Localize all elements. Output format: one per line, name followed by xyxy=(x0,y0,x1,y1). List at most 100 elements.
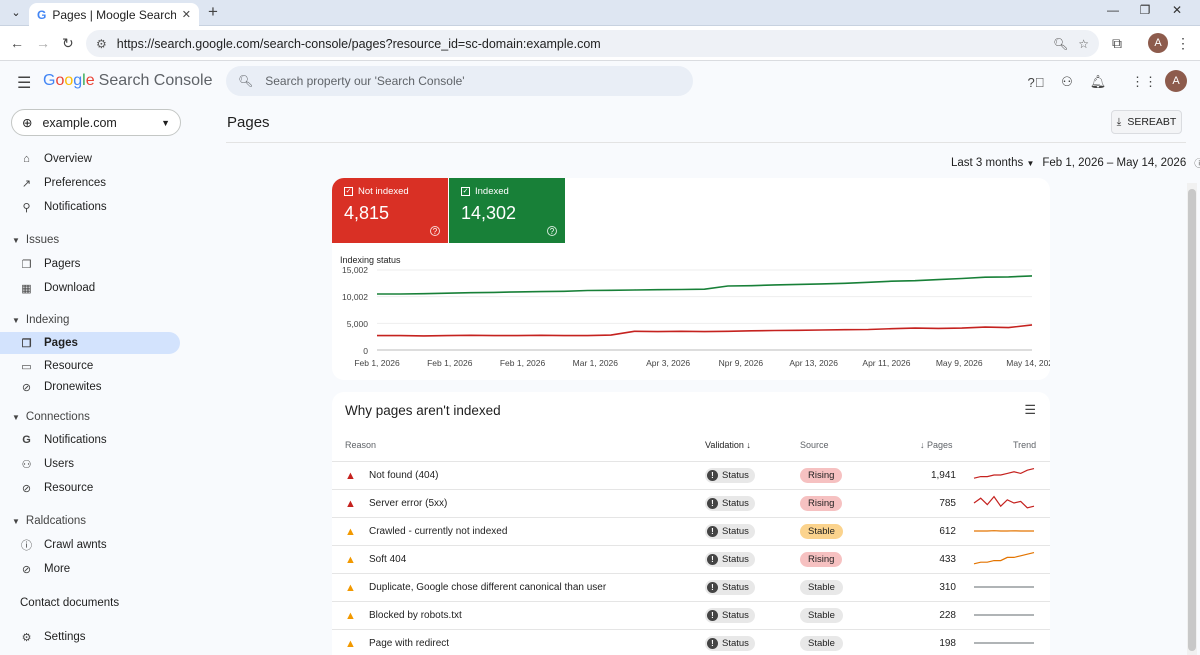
error-triangle-icon: ▲ xyxy=(345,470,356,482)
search-input[interactable]: 🔍︎ Search property our 'Search Console' xyxy=(226,66,693,96)
pages-count: 310 xyxy=(939,582,956,593)
account-avatar[interactable]: A xyxy=(1165,70,1187,92)
hamburger-menu-icon[interactable]: ☰ xyxy=(17,75,32,92)
col-header-pages[interactable]: ↓ Pages xyxy=(920,440,953,450)
sidebar-item-notifications[interactable]: ⚲ Notifications xyxy=(0,196,180,218)
info-icon: ⓘ xyxy=(21,540,32,552)
indexed-tile[interactable]: ✓ Indexed 14,302 ? xyxy=(449,178,565,243)
issues-table-card: Why pages aren't indexed ☰ Reason Valida… xyxy=(332,392,1050,655)
sidebar-item-resource-2[interactable]: ⊘ Resource xyxy=(21,482,94,495)
sidebar-item-crawl-awnts[interactable]: ⓘ Crawl awnts xyxy=(21,539,107,552)
sidebar-item-notifications-2[interactable]: G Notifications xyxy=(0,429,180,451)
section-issues[interactable]: ▼ Issues xyxy=(12,234,60,246)
tab-search-button[interactable]: ⌄ xyxy=(11,6,21,19)
search-console-logo[interactable]: Google Search Console xyxy=(43,72,213,89)
table-row[interactable]: ▲ Duplicate, Google chose different canon… xyxy=(332,573,1050,601)
section-raldcations[interactable]: ▼ Raldcations xyxy=(12,515,87,527)
sidebar-item-preferences[interactable]: ↗ Preferences xyxy=(21,177,107,190)
checkbox-icon[interactable]: ✓ xyxy=(461,187,470,196)
sidebar-item-users[interactable]: ⚇ Users xyxy=(21,458,75,471)
favicon-icon: G xyxy=(37,7,47,22)
chart-title: Indexing status xyxy=(340,255,401,265)
maximize-button[interactable]: ❐ xyxy=(1139,3,1151,17)
x-tick: Apr 3, 2026 xyxy=(646,358,691,368)
tab-title: Pages | Moogle Search Console xyxy=(52,7,176,22)
sidebar-item-more[interactable]: ⊘ More xyxy=(21,563,71,576)
range-selector[interactable]: Last 3 months ▼ xyxy=(951,156,1035,169)
notifications-bell-icon[interactable]: 🔔︎ xyxy=(1089,74,1107,89)
reload-icon[interactable]: ↻ xyxy=(62,35,74,51)
help-icon[interactable]: ? xyxy=(547,226,557,236)
not-indexed-tile[interactable]: ✓ Not indexed 4,815 ? xyxy=(332,178,448,243)
help-icon[interactable]: ? xyxy=(430,226,440,236)
extensions-icon[interactable]: ⧉ xyxy=(1112,35,1122,51)
property-selector[interactable]: ⊕ example.com ▼ xyxy=(11,109,181,136)
trend-sparkline xyxy=(974,614,1034,616)
source-badge: Stable xyxy=(800,608,843,623)
sidebar-item-pages[interactable]: ❐ Pages xyxy=(0,332,180,354)
sidebar-item-download[interactable]: ▦ Download xyxy=(21,282,96,295)
close-window-button[interactable]: ✕ xyxy=(1171,3,1183,17)
close-tab-icon[interactable]: ✕ xyxy=(181,9,191,21)
reason-text: Server error (5xx) xyxy=(369,498,448,509)
col-header-trend[interactable]: Trend xyxy=(1013,440,1037,450)
alert-icon: ! xyxy=(707,610,718,621)
section-connections[interactable]: ▼ Connections xyxy=(12,411,90,423)
table-row[interactable]: ▲ Page with redirect ! Status Stable 198 xyxy=(332,629,1050,655)
back-icon[interactable]: ← xyxy=(10,35,24,51)
forward-icon[interactable]: → xyxy=(36,35,50,51)
search-icon: 🔍︎ xyxy=(238,74,254,88)
sidebar-item-settings[interactable]: ⚙ Settings xyxy=(21,631,86,644)
trend-sparkline xyxy=(974,586,1034,588)
x-tick: May 9, 2026 xyxy=(935,358,983,368)
col-header-source[interactable]: Source xyxy=(800,440,829,450)
browser-menu-icon[interactable]: ⋮ xyxy=(1176,35,1190,51)
pages-count: 612 xyxy=(939,526,956,537)
validation-status-pill: ! Status xyxy=(705,524,755,539)
x-tick: Mar 1, 2026 xyxy=(572,358,619,368)
minimize-button[interactable]: — xyxy=(1107,3,1119,17)
zoom-icon[interactable]: 🔍︎ xyxy=(1053,36,1069,51)
pages-icon: ❐ xyxy=(21,258,32,271)
help-icon[interactable]: ⓘ xyxy=(1194,159,1200,170)
settings-users-icon[interactable]: ⚇ xyxy=(1061,74,1073,89)
browser-tab-strip: ⌄ G Pages | Moogle Search Console ✕ + — … xyxy=(0,0,1200,26)
contact-documents-link[interactable]: Contact documents xyxy=(20,597,120,609)
page-title: Pages xyxy=(227,114,270,131)
x-tick: Feb 1, 2026 xyxy=(499,358,546,368)
browser-tab[interactable]: G Pages | Moogle Search Console ✕ xyxy=(29,3,199,26)
sidebar-item-overview[interactable]: ⌂ Overview xyxy=(0,148,180,170)
table-row[interactable]: ▲ Crawled - currently not indexed ! Status S… xyxy=(332,517,1050,545)
scrollbar[interactable] xyxy=(1187,183,1197,655)
sidebar-item-dronewites[interactable]: ⊘ Dronewites xyxy=(21,381,102,394)
pages-count: 1,941 xyxy=(930,470,956,481)
filter-icon[interactable]: ☰ xyxy=(1024,402,1036,417)
help-icon[interactable]: ?⃝ xyxy=(1027,74,1045,90)
visibility-off-icon: ⊘ xyxy=(21,563,32,576)
table-row[interactable]: ▲ Soft 404 ! Status Rising 433 xyxy=(332,545,1050,573)
table-row[interactable]: ▲ Blocked by robots.txt ! Status Stable 228 xyxy=(332,601,1050,629)
trend-sparkline xyxy=(974,530,1034,532)
y-tick: 0 xyxy=(363,346,368,356)
date-range-text: Feb 1, 2026 – May 14, 2026 xyxy=(1042,156,1187,169)
url-field[interactable]: ⚙ https://search.google.com/search-conso… xyxy=(86,30,1099,57)
table-row[interactable]: ▲ Server error (5xx) ! Status Rising 785 xyxy=(332,489,1050,517)
bookmark-star-icon[interactable]: ☆ xyxy=(1078,36,1089,51)
apps-grid-icon[interactable]: ⋮⋮ xyxy=(1131,74,1157,89)
profile-avatar[interactable]: A xyxy=(1148,33,1168,53)
export-button[interactable]: ⤓ SEREABT xyxy=(1111,110,1182,134)
sidebar-item-pagers[interactable]: ❐ Pagers xyxy=(21,258,81,271)
new-tab-button[interactable]: + xyxy=(208,2,218,21)
alert-icon: ! xyxy=(707,470,718,481)
checkbox-icon[interactable]: ✓ xyxy=(344,187,353,196)
validation-status-pill: ! Status xyxy=(705,580,755,595)
trend-sparkline xyxy=(974,642,1034,644)
validation-status-pill: ! Status xyxy=(705,552,755,567)
col-header-validation[interactable]: Validation ↓ xyxy=(705,440,751,450)
table-row[interactable]: ▲ Not found (404) ! Status Rising 1,941 xyxy=(332,461,1050,489)
sidebar-item-resource[interactable]: ▭ Resource xyxy=(21,360,94,373)
col-header-reason[interactable]: Reason xyxy=(345,440,377,450)
section-indexing[interactable]: ▼ Indexing xyxy=(12,314,70,326)
site-settings-icon[interactable]: ⚙ xyxy=(96,36,107,51)
scrollbar-thumb[interactable] xyxy=(1188,189,1196,651)
